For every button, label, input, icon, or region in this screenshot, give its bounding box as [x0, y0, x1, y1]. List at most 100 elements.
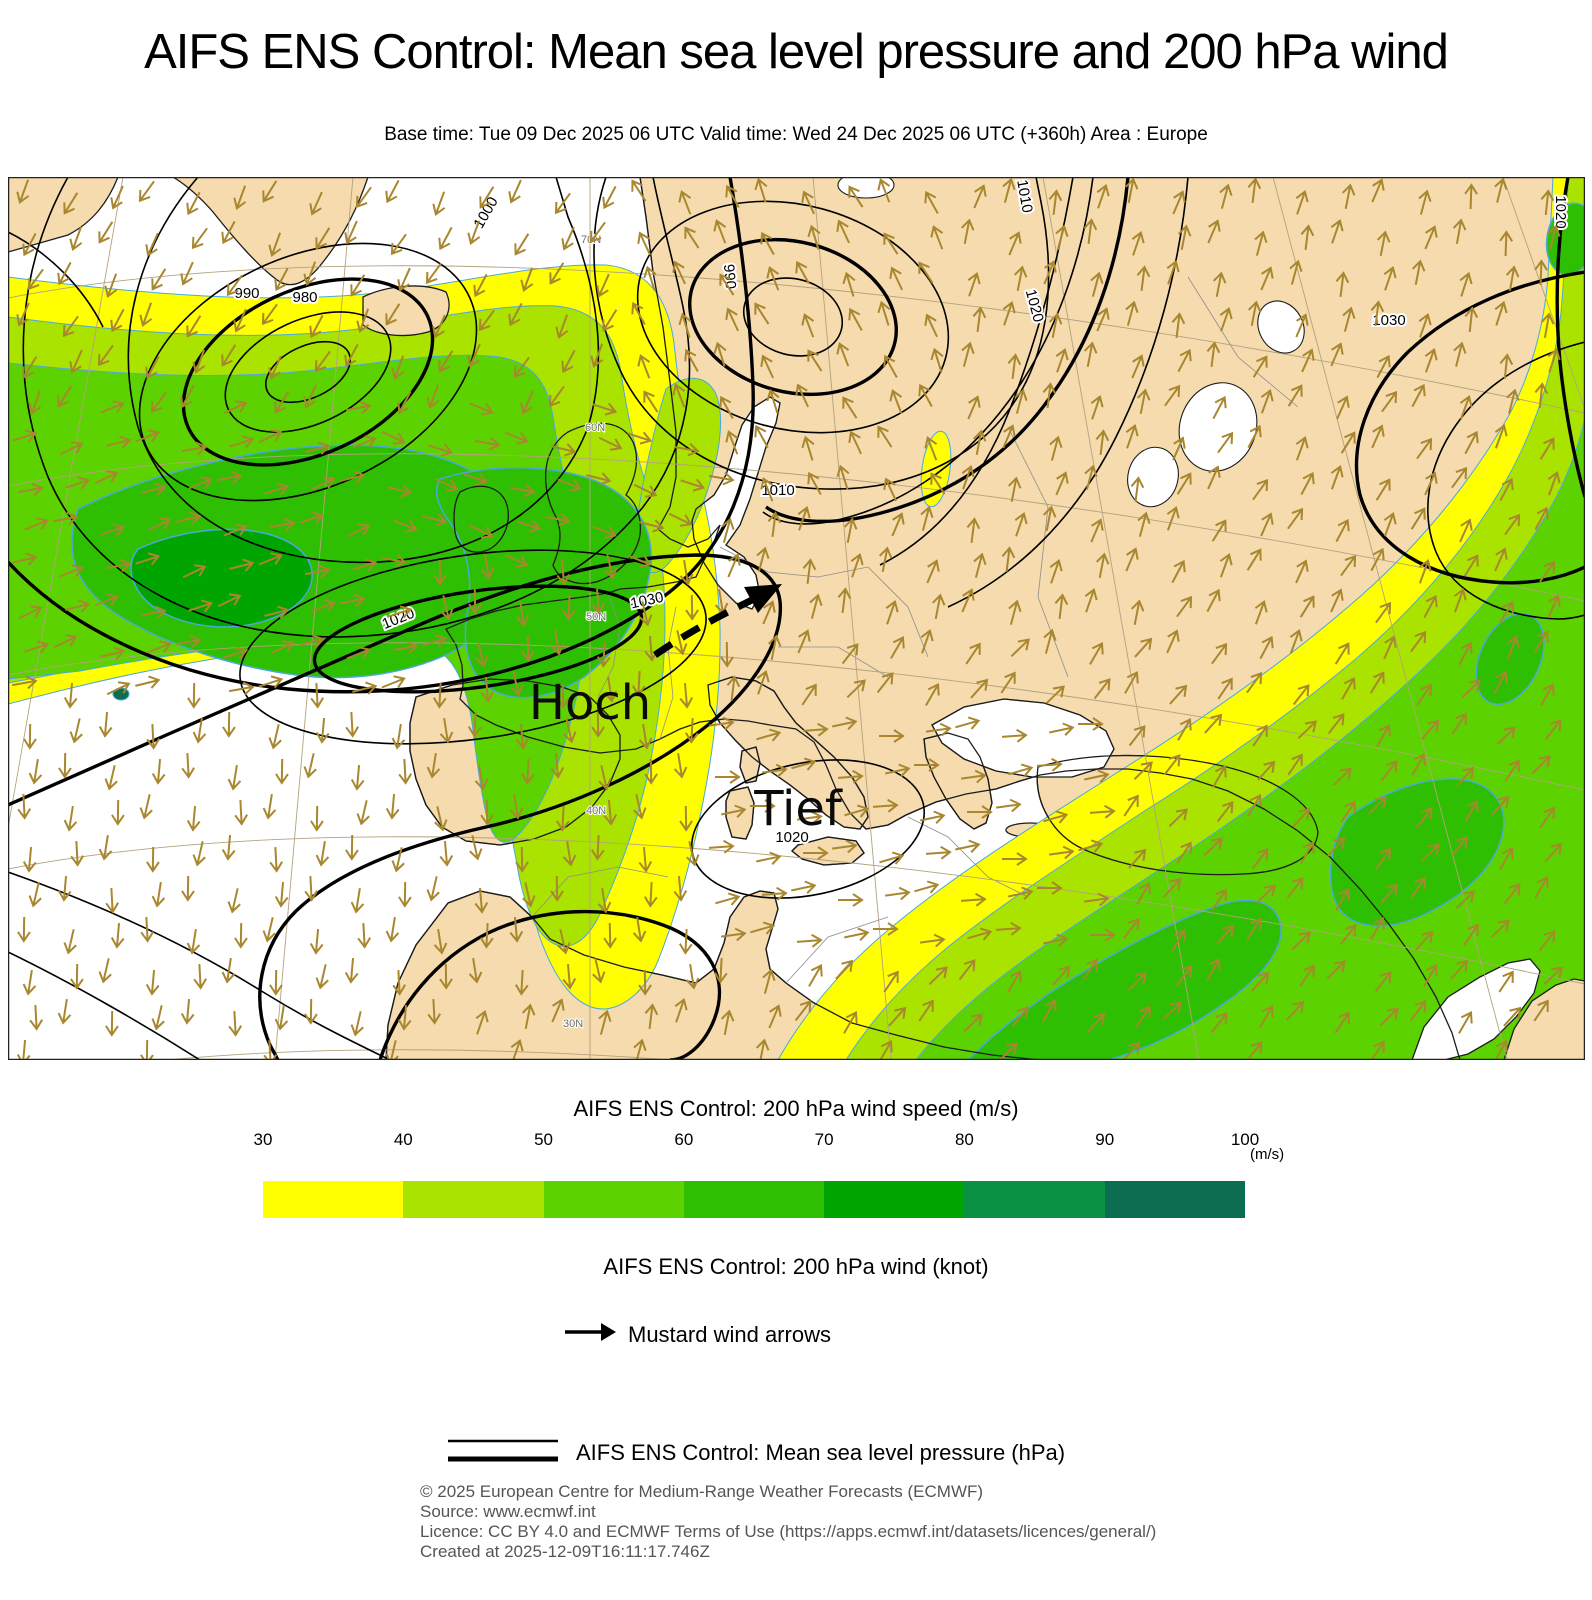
wind-arrow-glyph [504, 431, 529, 445]
wind-arrow-glyph [767, 511, 782, 538]
wind-arrow-glyph [135, 429, 160, 443]
wind-arrow-glyph [141, 482, 167, 496]
wind-arrow-glyph [1089, 642, 1104, 665]
colorbar-cell-1 [403, 1181, 544, 1218]
wind-arrow-glyph [1295, 559, 1309, 584]
wind-arrow-glyph [919, 933, 946, 948]
wind-arrow-glyph [1176, 595, 1193, 618]
wind-arrow-glyph [521, 1003, 536, 1029]
wind-arrow-glyph [920, 505, 934, 531]
wind-arrow-glyph [440, 595, 454, 621]
wind-arrow-glyph [1416, 437, 1433, 460]
wind-arrow-glyph [684, 348, 699, 372]
wind-arrow-glyph [627, 554, 652, 568]
wind-arrow-glyph [550, 875, 564, 902]
wind-arrow-glyph [1166, 506, 1180, 531]
wind-arrow-glyph [719, 273, 735, 296]
wind-arrow-glyph [1247, 300, 1262, 326]
wind-arrow-glyph [1163, 877, 1182, 898]
wind-arrow-glyph [1251, 971, 1270, 992]
wind-arrow-glyph [1450, 959, 1469, 980]
wind-arrow-glyph [638, 723, 653, 750]
wind-arrow-glyph [1342, 306, 1356, 332]
wind-arrow-glyph [1451, 712, 1467, 735]
wind-arrow-glyph [69, 349, 83, 374]
wind-arrow-glyph [227, 888, 241, 914]
wind-arrow-glyph [1459, 395, 1473, 420]
wind-arrow-glyph [146, 723, 161, 750]
wind-arrow-glyph [639, 519, 665, 533]
wind-arrow-glyph [1458, 641, 1473, 666]
wind-arrow-glyph [1251, 848, 1269, 870]
wind-arrow-glyph [221, 957, 236, 984]
wind-arrow-glyph [29, 1004, 44, 1031]
wind-arrow-glyph [1042, 382, 1057, 409]
wind-arrow-glyph [1295, 313, 1309, 338]
wind-arrow-glyph [350, 764, 365, 791]
wind-arrow-glyph [844, 804, 870, 818]
wind-arrow-glyph [920, 810, 946, 824]
wind-arrow-glyph [1212, 395, 1227, 420]
wind-arrow-field [12, 177, 1563, 1066]
wind-arrow-glyph [961, 588, 975, 613]
wind-arrow-glyph [188, 599, 214, 613]
wind-arrow-glyph [1505, 265, 1520, 291]
wind-arrow-glyph [1001, 728, 1028, 743]
wind-arrow-glyph [258, 429, 283, 444]
wind-arrow-glyph [878, 546, 893, 572]
wind-arrow-glyph [1206, 341, 1221, 368]
wind-arrow-glyph [1176, 472, 1192, 495]
wind-arrow-glyph [398, 758, 413, 785]
wind-arrow-glyph [760, 354, 774, 379]
wind-arrow-glyph [27, 268, 44, 291]
wind-arrow-glyph [835, 959, 854, 980]
wind-arrow-glyph [715, 892, 741, 906]
wind-arrow-glyph [1540, 312, 1555, 338]
wind-arrow-glyph [1014, 388, 1028, 414]
wind-arrow-glyph [17, 793, 32, 820]
wind-arrow-glyph [1544, 719, 1562, 741]
wind-arrow-glyph [1002, 300, 1016, 326]
wind-arrow-glyph [801, 683, 817, 706]
wind-arrow-glyph [1166, 259, 1180, 285]
wind-arrow-glyph [65, 599, 91, 613]
wind-arrow-glyph [1011, 1006, 1029, 1028]
wind-arrow-glyph [1503, 1006, 1522, 1027]
wind-arrow-glyph [1503, 883, 1521, 905]
wind-arrow-glyph [303, 384, 317, 409]
east-mediterranean-sea [1411, 958, 1541, 1061]
wind-arrow-glyph [883, 970, 899, 993]
wind-arrow-glyph [186, 928, 201, 955]
wind-arrow-glyph [59, 441, 84, 456]
wind-arrow-glyph [304, 875, 319, 902]
wind-arrow-glyph [967, 395, 981, 420]
wind-arrow-glyph [1295, 189, 1309, 215]
wind-arrow-glyph [1130, 599, 1145, 625]
wind-arrow-glyph [217, 470, 243, 485]
wind-arrow-glyph [1410, 876, 1426, 899]
wind-arrow-glyph [1299, 595, 1315, 618]
wind-arrow-glyph [62, 315, 79, 338]
wind-arrow-glyph [191, 227, 208, 250]
wind-arrow-glyph [1124, 671, 1139, 694]
wind-arrow-glyph [1008, 763, 1034, 777]
wind-arrow-glyph [877, 178, 891, 203]
wind-arrow-glyph [145, 969, 160, 996]
wind-arrow-glyph [672, 383, 686, 408]
wind-arrow-glyph [1540, 683, 1555, 706]
wind-arrow-glyph [596, 641, 611, 668]
wind-arrow-glyph [1424, 348, 1438, 373]
wind-arrow-glyph [135, 675, 161, 689]
wind-arrow-glyph [23, 723, 37, 750]
wind-arrow-glyph [561, 226, 575, 251]
wind-arrow-glyph [1456, 766, 1475, 787]
wind-arrow-glyph [473, 273, 488, 298]
wind-arrow-glyph [479, 922, 494, 949]
wind-arrow-glyph [516, 519, 542, 533]
wind-arrow-glyph [12, 552, 38, 566]
wind-arrow-glyph [1543, 966, 1563, 986]
isobar-value-label: 1020 [775, 829, 808, 846]
wind-arrow-glyph [391, 723, 406, 750]
wind-arrow-glyph [1137, 511, 1151, 537]
wind-arrow-glyph [598, 436, 623, 451]
